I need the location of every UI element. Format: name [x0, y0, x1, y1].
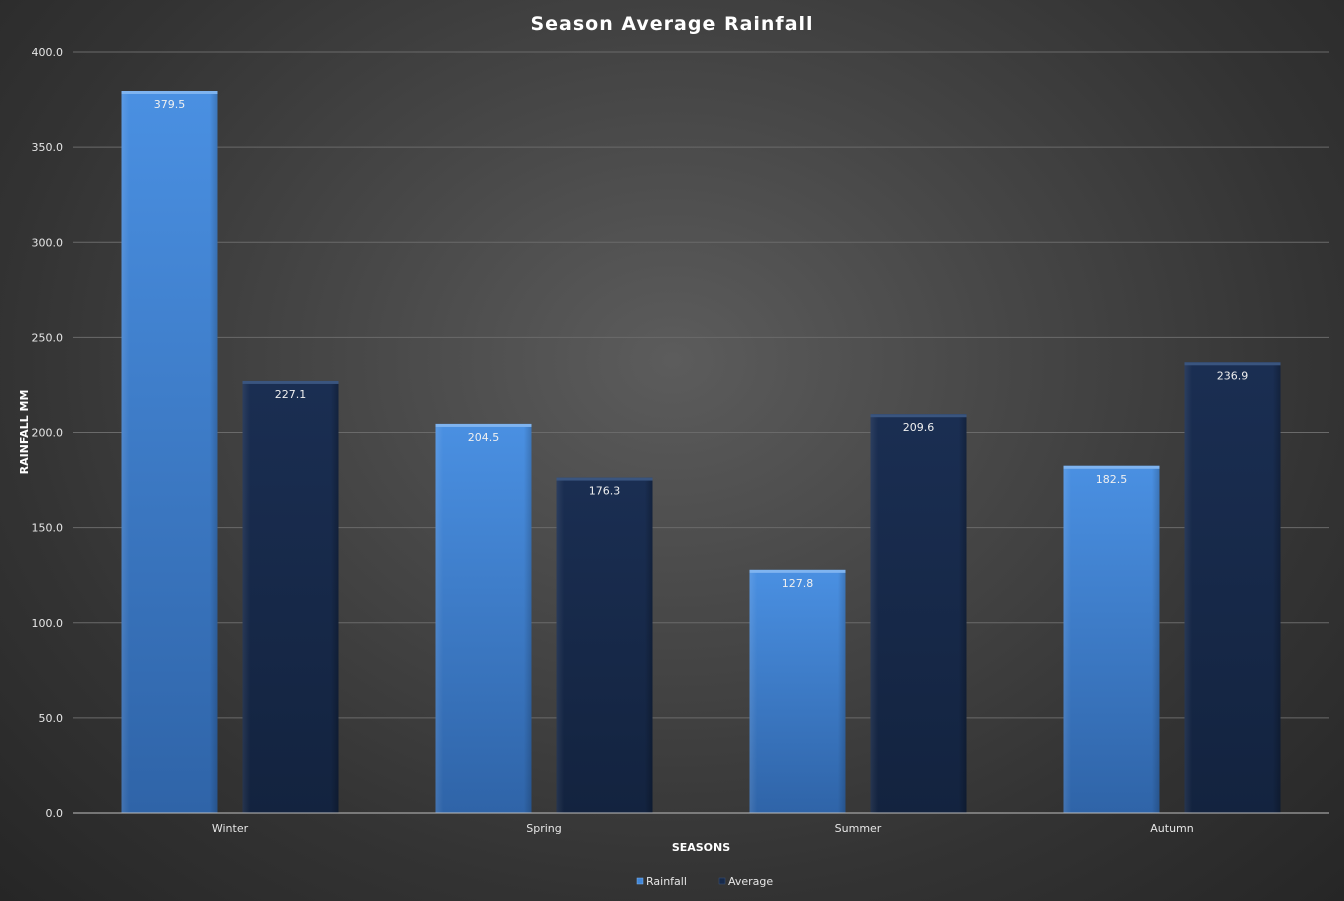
bar-shading: [121, 91, 218, 814]
legend-label: Average: [728, 875, 773, 888]
y-axis-title: RAINFALL MM: [18, 390, 31, 475]
bar-top-bevel: [749, 569, 846, 573]
bar-rainfall-spring: [435, 423, 532, 813]
bar-top-bevel: [435, 423, 532, 427]
bar-shading: [1184, 362, 1281, 813]
data-label: 236.9: [1217, 369, 1249, 382]
x-tick-label: Spring: [526, 822, 562, 835]
bar-top-bevel: [556, 477, 653, 481]
data-label: 176.3: [589, 485, 621, 498]
bar-top-bevel: [1184, 362, 1281, 366]
y-tick-label: 250.0: [32, 331, 64, 344]
bar-average-summer: [870, 414, 967, 813]
bar-rainfall-winter: [121, 91, 218, 814]
data-label: 204.5: [468, 431, 500, 444]
bar-shading: [1063, 465, 1160, 813]
bar-top-bevel: [121, 91, 218, 95]
bar-shading: [242, 380, 339, 813]
bar-shading: [435, 423, 532, 813]
bar-average-autumn: [1184, 362, 1281, 813]
y-tick-label: 300.0: [32, 236, 64, 249]
data-label: 379.5: [154, 98, 186, 111]
x-tick-label: Summer: [835, 822, 882, 835]
x-axis-ticks: Winter Spring Summer Autumn: [212, 822, 1194, 835]
legend: Rainfall Average: [636, 875, 773, 888]
y-tick-label: 200.0: [32, 427, 64, 440]
y-tick-label: 100.0: [32, 617, 64, 630]
legend-swatch: [636, 877, 644, 885]
bar-shading: [870, 414, 967, 813]
chart-title: Season Average Rainfall: [530, 13, 813, 35]
x-tick-label: Autumn: [1150, 822, 1193, 835]
data-label: 182.5: [1096, 473, 1128, 486]
y-tick-label: 0.0: [46, 807, 64, 820]
bar-average-winter: [242, 380, 339, 813]
bar-shading: [749, 569, 846, 813]
bar-top-bevel: [242, 380, 339, 384]
y-axis-ticks: 0.0 50.0 100.0 150.0 200.0 250.0 300.0 350.0 400…: [32, 46, 64, 820]
bar-average-spring: [556, 477, 653, 813]
legend-item-average: Average: [718, 875, 773, 888]
bar-rainfall-autumn: [1063, 465, 1160, 813]
bar-top-bevel: [1063, 465, 1160, 469]
bar-rainfall-summer: [749, 569, 846, 813]
data-labels: 379.5 227.1 204.5 176.3 127.8 209.6 182.5 236.9: [154, 98, 1249, 590]
y-tick-label: 150.0: [32, 522, 64, 535]
x-axis-title: SEASONS: [672, 841, 730, 854]
data-label: 127.8: [782, 577, 814, 590]
data-label: 227.1: [275, 388, 307, 401]
x-tick-label: Winter: [212, 822, 249, 835]
bar-shading: [556, 477, 653, 813]
data-label: 209.6: [903, 421, 935, 434]
legend-item-rainfall: Rainfall: [636, 875, 687, 888]
bar-top-bevel: [870, 414, 967, 418]
y-tick-label: 400.0: [32, 46, 64, 59]
y-tick-label: 50.0: [39, 712, 64, 725]
bars: [121, 91, 1281, 814]
legend-label: Rainfall: [646, 875, 687, 888]
y-tick-label: 350.0: [32, 141, 64, 154]
legend-swatch: [718, 877, 726, 885]
